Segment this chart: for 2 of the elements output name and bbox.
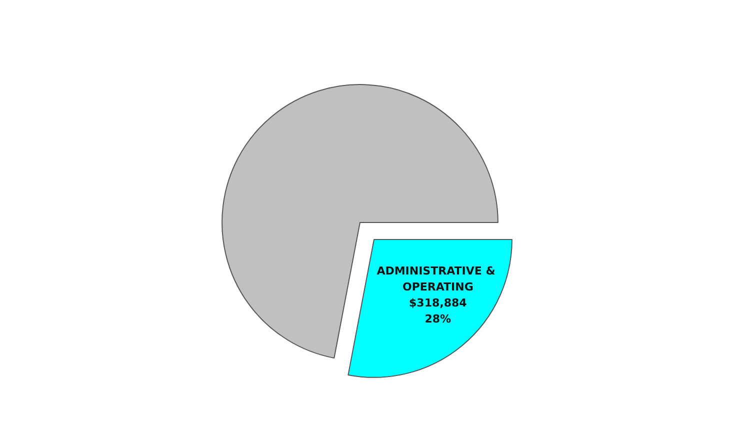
data-label: $318,884 28% bbox=[409, 296, 468, 326]
slice-label: ADMINISTRATIVE & OPERATING bbox=[376, 264, 500, 294]
